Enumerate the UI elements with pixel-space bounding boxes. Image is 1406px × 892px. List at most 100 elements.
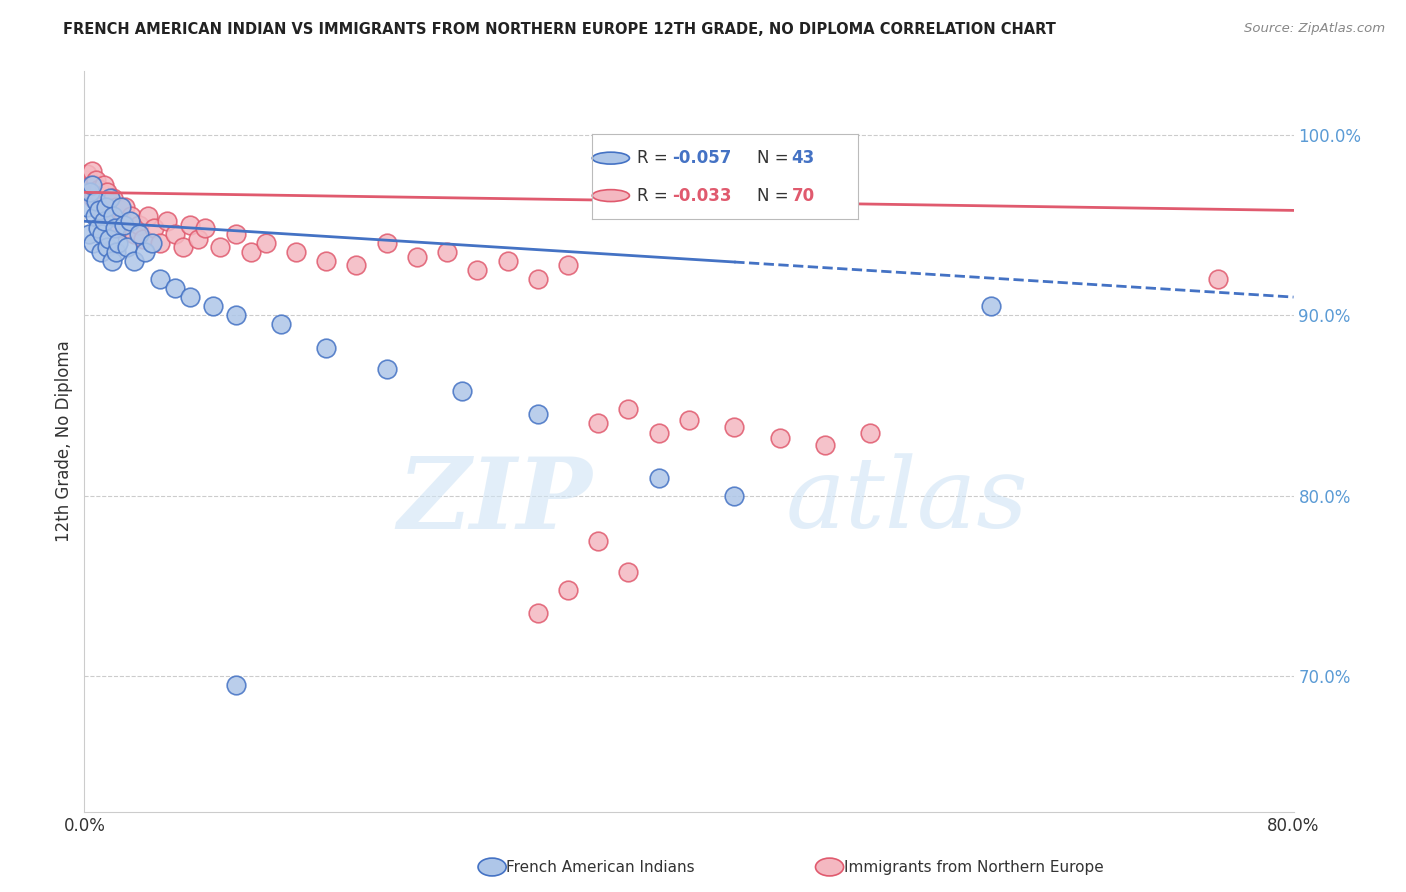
Point (89, 182, 111, 196)
Point (114, 200, 136, 214)
Point (120, 209, 142, 223)
Point (104, 214, 127, 228)
Point (617, 402, 640, 417)
Point (239, 244, 262, 259)
Point (527, 606, 550, 620)
Point (77, 182, 100, 196)
Point (723, 489, 745, 503)
Point (79, 186, 101, 200)
Text: 43: 43 (792, 149, 815, 167)
Point (91, 203, 114, 218)
Point (122, 254, 145, 268)
Point (225, 227, 247, 241)
Point (98, 196, 121, 211)
Point (149, 272, 172, 286)
Text: FRENCH AMERICAN INDIAN VS IMMIGRANTS FROM NORTHERN EUROPE 12TH GRADE, NO DIPLOMA: FRENCH AMERICAN INDIAN VS IMMIGRANTS FRO… (63, 22, 1056, 37)
Circle shape (592, 190, 630, 202)
Point (225, 678, 247, 692)
Point (82, 191, 104, 205)
Text: -0.033: -0.033 (672, 186, 731, 204)
Point (110, 200, 132, 214)
Text: atlas: atlas (786, 453, 1028, 549)
Point (467, 263, 489, 277)
Point (101, 209, 124, 223)
Point (179, 290, 201, 304)
Point (87, 221, 110, 235)
Text: French American Indians: French American Indians (506, 860, 695, 874)
Point (270, 317, 292, 331)
Point (112, 218, 135, 232)
Point (678, 413, 700, 427)
Point (225, 308, 247, 322)
Point (117, 221, 139, 235)
Point (254, 235, 277, 250)
Point (588, 533, 610, 548)
Point (527, 408, 550, 422)
Point (82, 235, 104, 250)
Point (86, 186, 108, 200)
Point (76, 200, 98, 214)
Point (93, 178, 115, 193)
Point (104, 221, 127, 235)
Point (108, 221, 131, 235)
Point (86, 194, 108, 209)
Point (128, 227, 150, 241)
Point (122, 227, 145, 241)
Point (98, 191, 121, 205)
Point (496, 254, 519, 268)
Point (105, 200, 128, 214)
Circle shape (592, 153, 630, 164)
Point (80, 186, 103, 200)
Point (101, 191, 124, 205)
Point (79, 178, 101, 193)
Point (128, 218, 150, 232)
Point (557, 582, 579, 597)
Point (97, 209, 120, 223)
Point (527, 272, 550, 286)
Point (107, 235, 129, 250)
Point (94, 200, 117, 214)
Point (115, 239, 138, 253)
Point (648, 470, 671, 484)
Point (96, 186, 118, 200)
Point (90, 244, 112, 259)
Point (93, 214, 115, 228)
Point (141, 235, 163, 250)
Point (172, 239, 194, 253)
Point (557, 258, 579, 272)
Text: -0.057: -0.057 (672, 149, 731, 167)
Point (285, 244, 308, 259)
Point (97, 232, 120, 246)
Point (142, 221, 165, 235)
Point (100, 203, 122, 218)
Point (769, 431, 792, 445)
Point (134, 244, 156, 259)
Point (105, 244, 128, 259)
Point (86, 172, 108, 186)
Point (149, 235, 172, 250)
Point (87, 196, 110, 211)
Point (94, 200, 117, 214)
Point (80, 178, 103, 193)
Point (165, 281, 187, 295)
Point (209, 239, 232, 253)
Point (1206, 272, 1229, 286)
Point (90, 191, 112, 205)
Point (118, 214, 141, 228)
Point (723, 420, 745, 434)
Point (156, 214, 179, 228)
Point (588, 417, 610, 431)
Point (89, 203, 111, 218)
Y-axis label: 12th Grade, No Diploma: 12th Grade, No Diploma (55, 341, 73, 542)
Point (179, 218, 201, 232)
Point (75, 172, 97, 186)
Point (375, 362, 398, 376)
Point (77, 227, 100, 241)
Point (648, 425, 671, 440)
Point (315, 254, 337, 268)
Point (315, 341, 337, 355)
Point (84, 209, 107, 223)
Text: Source: ZipAtlas.com: Source: ZipAtlas.com (1244, 22, 1385, 36)
Point (91, 227, 114, 241)
Point (110, 203, 132, 218)
